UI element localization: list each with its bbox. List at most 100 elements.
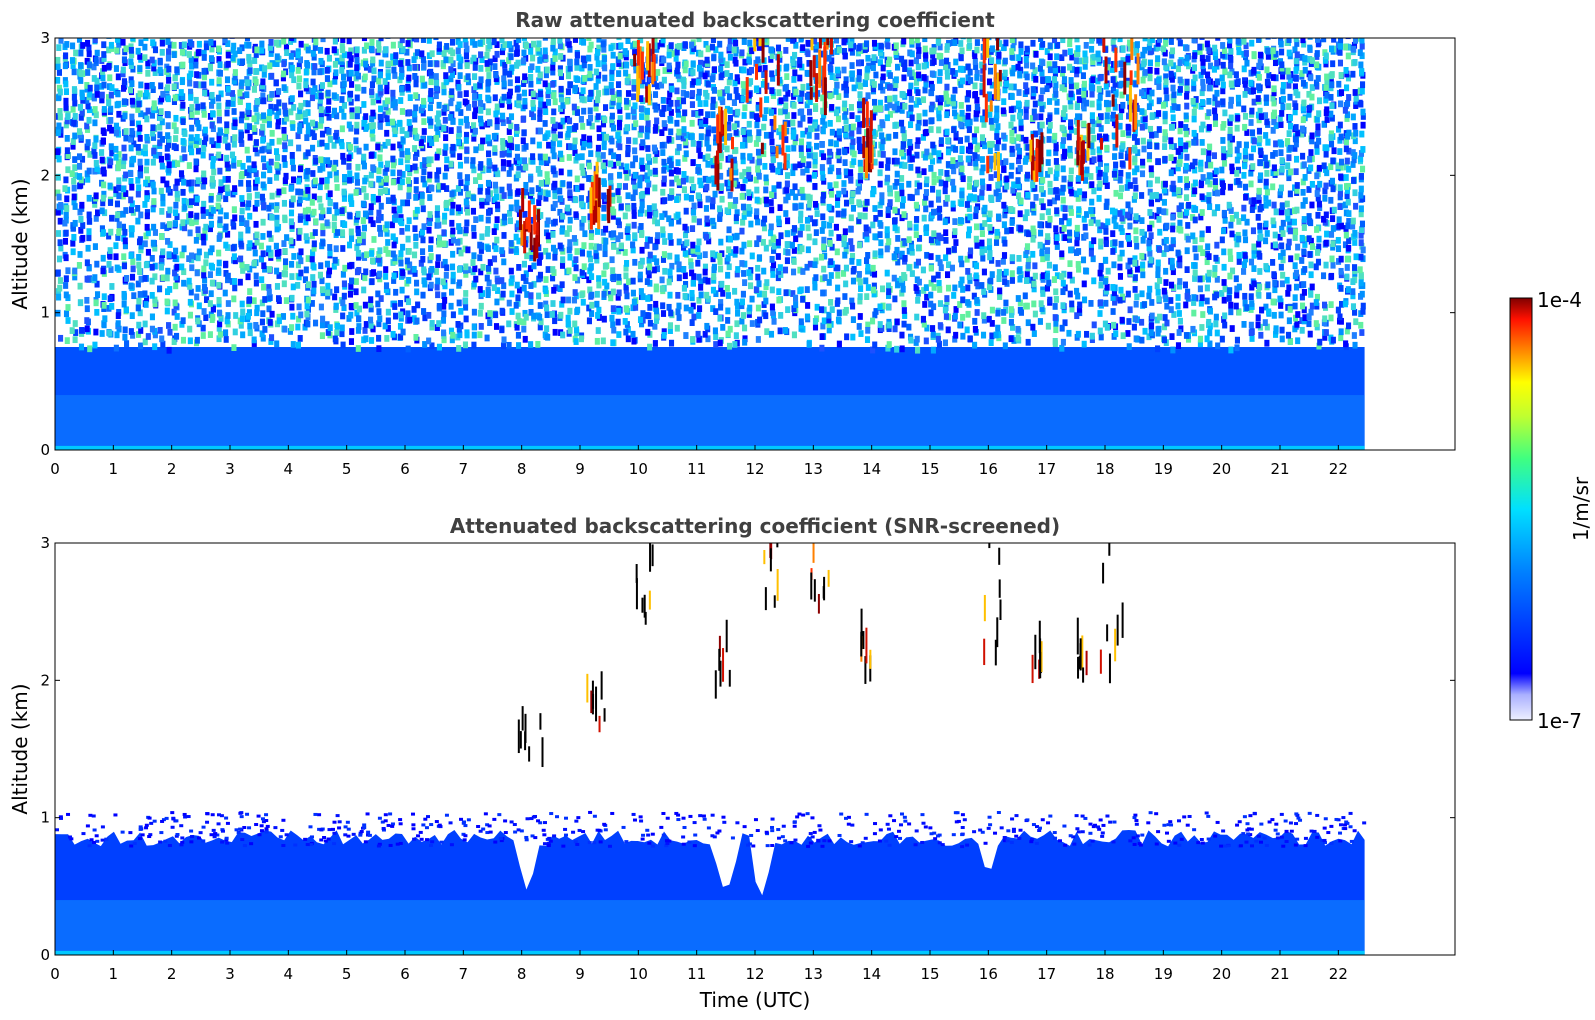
noise-speckle bbox=[450, 311, 456, 319]
noise-speckle bbox=[419, 228, 425, 236]
noise-speckle bbox=[63, 291, 69, 299]
noise-speckle bbox=[596, 281, 602, 289]
noise-speckle bbox=[885, 303, 892, 311]
noise-speckle bbox=[535, 185, 541, 192]
noise-speckle bbox=[274, 214, 280, 222]
noise-speckle bbox=[935, 254, 941, 262]
noise-speckle bbox=[1324, 230, 1330, 238]
noise-speckle bbox=[262, 163, 268, 170]
noise-speckle bbox=[1278, 208, 1284, 216]
noise-speckle bbox=[92, 274, 98, 281]
noise-speckle bbox=[508, 240, 514, 247]
noise-speckle bbox=[965, 284, 971, 292]
noise-speckle bbox=[426, 175, 432, 183]
noise-speckle bbox=[1175, 302, 1181, 310]
noise-speckle bbox=[739, 172, 745, 180]
noise-speckle bbox=[921, 168, 927, 176]
noise-speckle bbox=[1264, 339, 1270, 347]
noise-speckle bbox=[1316, 235, 1322, 243]
noise-speckle bbox=[1352, 229, 1358, 237]
noise-speckle bbox=[822, 274, 828, 282]
noise-speckle bbox=[1329, 177, 1335, 185]
noise-speckle bbox=[254, 304, 260, 312]
noise-speckle bbox=[1016, 152, 1022, 160]
noise-speckle bbox=[1313, 320, 1319, 327]
noise-speckle bbox=[1346, 237, 1352, 245]
noise-speckle bbox=[463, 184, 469, 192]
noise-speckle bbox=[1098, 333, 1104, 341]
noise-speckle bbox=[921, 214, 927, 222]
noise-speckle bbox=[1038, 229, 1044, 237]
noise-speckle bbox=[1126, 234, 1132, 242]
noise-speckle bbox=[1192, 237, 1198, 244]
noise-speckle bbox=[1285, 214, 1291, 222]
noise-speckle bbox=[1299, 257, 1305, 264]
noise-speckle bbox=[690, 246, 696, 254]
noise-speckle bbox=[392, 237, 399, 244]
noise-speckle bbox=[485, 179, 492, 187]
noise-speckle bbox=[849, 252, 856, 260]
noise-speckle bbox=[1080, 256, 1087, 264]
noise-speckle bbox=[266, 204, 272, 212]
noise-speckle bbox=[894, 345, 900, 353]
noise-speckle bbox=[552, 248, 558, 255]
noise-speckle bbox=[727, 325, 733, 333]
noise-speckle bbox=[390, 155, 396, 163]
noise-speckle bbox=[676, 261, 682, 269]
noise-speckle bbox=[254, 149, 260, 157]
noise-speckle bbox=[655, 232, 661, 239]
noise-speckle bbox=[1040, 176, 1046, 184]
noise-speckle bbox=[247, 265, 253, 273]
noise-speckle bbox=[218, 207, 224, 215]
noise-speckle bbox=[740, 152, 746, 160]
noise-speckle bbox=[915, 346, 921, 354]
noise-speckle bbox=[653, 317, 660, 324]
noise-speckle bbox=[739, 193, 745, 200]
noise-speckle bbox=[662, 210, 668, 218]
noise-speckle bbox=[120, 162, 126, 170]
noise-speckle bbox=[1169, 263, 1175, 271]
noise-speckle bbox=[1125, 290, 1131, 298]
noise-speckle bbox=[1119, 228, 1125, 235]
noise-speckle bbox=[210, 156, 216, 163]
noise-speckle bbox=[407, 267, 413, 275]
noise-speckle bbox=[1098, 242, 1104, 250]
noise-speckle bbox=[647, 236, 653, 244]
noise-speckle bbox=[1018, 197, 1024, 205]
noise-speckle bbox=[253, 170, 259, 177]
noise-speckle bbox=[324, 142, 330, 150]
noise-speckle bbox=[1073, 230, 1080, 237]
noise-speckle bbox=[865, 321, 871, 329]
noise-speckle bbox=[995, 185, 1001, 193]
noise-speckle bbox=[1103, 287, 1109, 295]
noise-speckle bbox=[760, 238, 766, 246]
noise-speckle bbox=[870, 264, 876, 272]
noise-speckle bbox=[1149, 192, 1155, 200]
noise-speckle bbox=[1316, 243, 1322, 251]
noise-speckle bbox=[508, 278, 514, 286]
noise-speckle bbox=[1277, 253, 1284, 260]
noise-speckle bbox=[320, 239, 326, 247]
noise-speckle bbox=[142, 144, 148, 152]
noise-speckle bbox=[1178, 202, 1184, 210]
noise-speckle bbox=[1088, 173, 1094, 180]
noise-speckle bbox=[398, 311, 404, 319]
noise-speckle bbox=[522, 163, 528, 171]
noise-speckle bbox=[1294, 182, 1300, 189]
noise-speckle bbox=[311, 240, 317, 248]
noise-speckle bbox=[259, 276, 265, 284]
noise-speckle bbox=[1008, 335, 1014, 343]
noise-speckle bbox=[1279, 326, 1285, 334]
noise-speckle bbox=[1113, 189, 1119, 197]
noise-speckle bbox=[1255, 213, 1261, 221]
noise-speckle bbox=[266, 288, 272, 296]
noise-speckle bbox=[1184, 208, 1190, 216]
noise-speckle bbox=[513, 157, 519, 165]
noise-speckle bbox=[495, 287, 501, 294]
noise-speckle bbox=[1307, 330, 1313, 338]
noise-speckle bbox=[923, 284, 929, 291]
noise-speckle bbox=[1168, 154, 1174, 162]
noise-speckle bbox=[857, 176, 864, 184]
noise-speckle bbox=[805, 224, 811, 232]
noise-speckle bbox=[1293, 283, 1300, 291]
